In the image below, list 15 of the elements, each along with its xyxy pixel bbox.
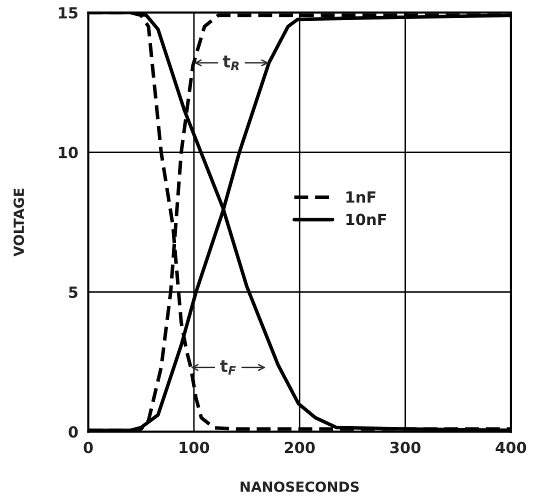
y-tick-label: 15 [59, 7, 78, 19]
legend-label: 1nF [346, 191, 376, 203]
x-tick-label: 400 [496, 442, 526, 454]
y-tick-label: 5 [69, 286, 78, 298]
x-tick-label: 300 [390, 442, 420, 454]
x-tick-label: 200 [284, 442, 315, 454]
y-axis-title: VOLTAGE [14, 188, 24, 257]
x-tick-label: 0 [84, 442, 93, 454]
y-tick-label: 0 [68, 426, 78, 438]
annotation: t$_{R}$ [222, 56, 239, 70]
y-tick-label: 10 [59, 146, 78, 158]
x-axis-title: NANOSECONDS [240, 481, 359, 492]
annotation: t$_{F}$ [220, 360, 236, 375]
legend-label: 10nF [346, 214, 386, 226]
x-tick-label: 100 [180, 442, 210, 454]
